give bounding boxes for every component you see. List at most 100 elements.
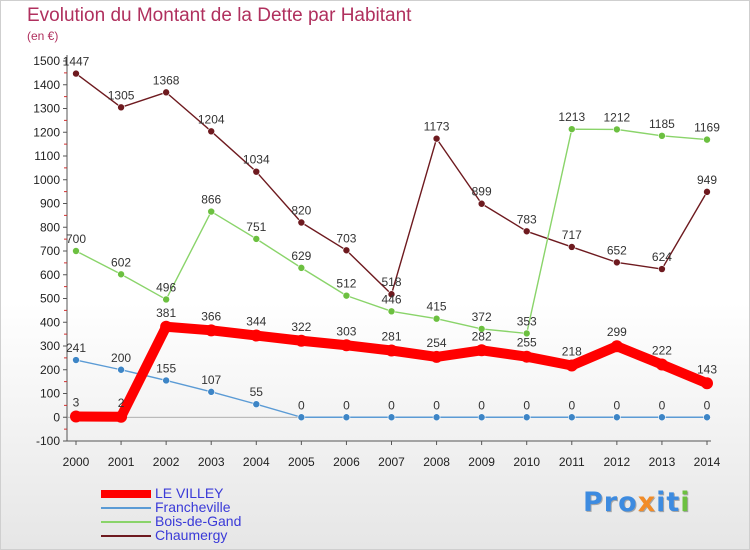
data-label: 2 [118, 396, 125, 410]
data-point [207, 388, 216, 396]
data-point [432, 413, 441, 422]
legend: LE VILLEY Francheville Bois-de-Gand Chaumer… [101, 485, 341, 543]
x-tick-label: 2003 [198, 455, 225, 469]
data-point [703, 188, 711, 196]
data-label: 0 [568, 398, 575, 412]
y-tick-label: 800 [40, 220, 60, 234]
data-label: 0 [343, 398, 350, 412]
data-label: 107 [201, 373, 221, 387]
data-label: 155 [156, 361, 176, 375]
data-point [340, 339, 353, 352]
data-label: 372 [472, 310, 492, 324]
x-tick-label: 2010 [513, 455, 540, 469]
data-point [477, 413, 486, 422]
data-label: 1212 [604, 110, 631, 124]
data-point [522, 413, 531, 422]
data-point [658, 132, 666, 140]
x-tick-label: 2005 [288, 455, 315, 469]
data-label: 218 [562, 344, 582, 358]
data-point [205, 324, 218, 337]
data-label: 303 [336, 324, 356, 338]
data-label: 0 [478, 398, 485, 412]
legend-label: Chaumergy [155, 527, 228, 543]
data-label: 496 [156, 280, 176, 294]
data-label: 518 [381, 275, 401, 289]
data-label: 899 [472, 185, 492, 199]
data-label: 949 [697, 173, 717, 187]
legend-swatch [101, 521, 151, 523]
data-label: 624 [652, 250, 672, 264]
data-point [610, 340, 623, 353]
data-label: 366 [201, 309, 221, 323]
y-tick-label: 1400 [33, 78, 60, 92]
y-tick-label: 0 [53, 410, 60, 424]
data-point [207, 127, 216, 136]
y-tick-label: 1500 [33, 54, 60, 68]
data-label: 353 [517, 314, 537, 328]
data-label: 0 [433, 398, 440, 412]
data-point [207, 207, 216, 216]
y-tick-label: -100 [36, 434, 60, 448]
data-label: 1305 [108, 88, 135, 102]
data-point [70, 410, 82, 423]
data-label: 1169 [694, 121, 720, 135]
data-label: 254 [427, 336, 447, 350]
data-label: 281 [381, 330, 401, 344]
data-label: 0 [298, 398, 305, 412]
data-point [297, 413, 306, 422]
y-tick-label: 700 [40, 244, 60, 258]
data-label: 717 [562, 228, 582, 242]
proxiti-logo: Proxiti [583, 487, 691, 518]
data-point [117, 270, 125, 279]
data-label: 200 [111, 351, 131, 365]
data-label: 1173 [424, 120, 450, 134]
data-point [567, 413, 576, 422]
data-point [297, 218, 306, 227]
data-point [432, 134, 441, 143]
x-tick-label: 2011 [559, 455, 585, 469]
data-label: 1213 [558, 110, 585, 124]
data-point [430, 350, 443, 363]
legend-item: Chaumergy [101, 527, 341, 543]
data-label: 820 [291, 204, 311, 218]
data-point [432, 314, 441, 323]
data-label: 1204 [198, 112, 225, 126]
y-tick-label: 300 [40, 339, 60, 353]
data-point [72, 69, 80, 78]
data-point [342, 291, 351, 300]
data-label: 1368 [153, 73, 180, 87]
legend-item: Francheville [101, 499, 341, 515]
data-label: 0 [704, 398, 711, 412]
data-point [567, 243, 576, 251]
y-tick-label: 500 [40, 292, 60, 306]
data-label: 241 [66, 341, 86, 355]
data-point [522, 227, 531, 236]
data-point [252, 400, 261, 408]
x-tick-label: 2008 [423, 455, 450, 469]
data-label: 143 [697, 362, 717, 376]
data-label: 1185 [649, 117, 675, 131]
data-label: 55 [250, 385, 264, 399]
data-point [520, 350, 533, 363]
data-label: 3 [73, 396, 80, 410]
data-point [117, 365, 125, 374]
data-label: 415 [427, 300, 447, 314]
data-label: 512 [336, 277, 356, 291]
data-label: 751 [246, 220, 266, 234]
data-point [162, 295, 170, 304]
data-point [477, 325, 486, 333]
y-tick-label: 200 [40, 363, 60, 377]
data-point [387, 413, 396, 422]
data-point [477, 199, 486, 208]
data-point [115, 410, 128, 423]
data-point [703, 135, 711, 144]
data-label: 0 [388, 398, 395, 412]
data-label: 700 [66, 232, 86, 246]
x-tick-label: 2004 [243, 455, 270, 469]
x-tick-label: 2000 [63, 455, 90, 469]
data-label: 381 [156, 306, 176, 320]
data-point [297, 264, 306, 272]
legend-swatch [101, 490, 151, 498]
data-point [117, 103, 125, 112]
chart-title: Evolution du Montant de la Dette par Hab… [27, 5, 412, 26]
